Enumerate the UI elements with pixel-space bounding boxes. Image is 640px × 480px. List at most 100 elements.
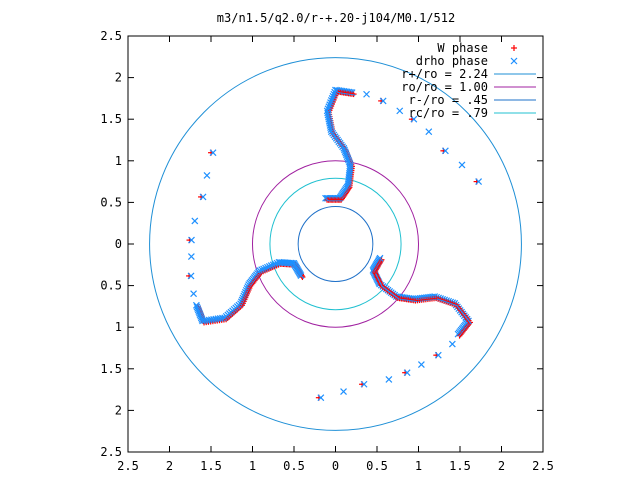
drho-phase-point-b — [343, 153, 351, 161]
drho-phase-point-b — [425, 128, 433, 136]
drho-phase-point-b — [203, 316, 211, 324]
drho-phase-point — [328, 94, 336, 102]
drho-phase-point-b — [212, 315, 220, 323]
drho-phase-point — [360, 380, 368, 388]
drho-phase-point-b — [331, 88, 339, 96]
drho-phase-point-b — [197, 312, 205, 320]
drho-phase-point-b — [325, 103, 333, 111]
drho-phase-point-b — [326, 101, 334, 109]
drho-phase-point-b — [197, 314, 205, 322]
legend-label-4: r-/ro = .45 — [409, 93, 488, 107]
x-tick-label: 1.5 — [449, 459, 471, 473]
drho-phase-point-b — [345, 156, 352, 164]
drho-phase-point — [425, 128, 433, 136]
drho-phase-point — [340, 388, 347, 396]
drho-phase-point-b — [262, 264, 269, 272]
drho-phase-point — [203, 172, 211, 179]
drho-phase-point — [448, 340, 456, 348]
drho-phase-point — [260, 265, 268, 273]
y-tick-label: 0.5 — [100, 195, 122, 209]
drho-phase-point — [265, 263, 273, 270]
drho-phase-point-b — [297, 272, 305, 279]
drho-phase-point-b — [287, 259, 295, 267]
legend-label-2: r+/ro = 2.24 — [401, 67, 488, 81]
drho-phase-point-b — [379, 97, 387, 105]
drho-phase-point — [376, 254, 384, 262]
drho-phase-point — [317, 394, 325, 402]
drho-phase-point-b — [192, 301, 200, 309]
drho-phase-point-b — [190, 290, 198, 298]
drho-phase-point-b — [258, 266, 266, 274]
drho-phase-point — [188, 236, 195, 244]
drho-phase-point-b — [187, 272, 195, 280]
drho-phase-point-b — [327, 99, 334, 106]
drho-phase-point-b — [332, 86, 339, 94]
drho-phase-point-b — [199, 317, 206, 325]
x-tick-label: 2 — [498, 459, 505, 473]
drho-phase-point-b — [205, 316, 213, 324]
drho-phase-point-b — [203, 172, 211, 179]
drho-phase-point-b — [191, 217, 199, 225]
y-tick-label: 1.5 — [100, 362, 122, 376]
drho-phase-point — [475, 178, 483, 186]
legend-label-0: W phase — [437, 41, 488, 55]
drho-phase-point — [264, 263, 271, 271]
x-tick-label: 1 — [415, 459, 422, 473]
drho-phase-point — [330, 90, 338, 98]
x-tick-label: 1.5 — [200, 459, 222, 473]
drho-phase-point-b — [343, 151, 350, 159]
drho-phase-point-b — [344, 154, 352, 162]
x-tick-label: 2 — [166, 459, 173, 473]
drho-phase-point-b — [195, 308, 203, 315]
y-tick-label: 1 — [115, 320, 122, 334]
drho-phase-point — [329, 92, 337, 100]
drho-phase-point-b — [256, 267, 264, 274]
drho-phase-point — [327, 97, 335, 104]
drho-phase-point-b — [328, 94, 336, 102]
drho-phase-point — [417, 361, 425, 369]
drho-phase-point-b — [475, 178, 483, 186]
drho-phase-point — [258, 266, 266, 274]
y-tick-label: 0.5 — [100, 279, 122, 293]
drho-phase-point-b — [209, 149, 217, 157]
drho-phase-point-b — [210, 315, 218, 323]
y-tick-label: 1.5 — [100, 112, 122, 126]
drho-phase-point — [269, 261, 277, 269]
drho-phase-point-b — [214, 315, 222, 323]
drho-phase-point — [267, 262, 275, 270]
y-tick-label: 2 — [115, 71, 122, 85]
drho-phase-point-b — [434, 351, 442, 359]
reference-circles — [149, 57, 522, 431]
drho-phase-point-b — [341, 148, 349, 156]
legend-label-5: rc/ro = .79 — [409, 106, 488, 120]
reference-circle-2 — [297, 206, 374, 282]
x-tick-label: 0 — [332, 459, 339, 473]
drho-phase-point — [325, 103, 333, 111]
drho-phase-point — [190, 290, 198, 298]
drho-phase-point-b — [260, 265, 268, 273]
y-tick-label: 2.5 — [100, 445, 122, 459]
legend-marker-drho-phase — [510, 57, 518, 65]
y-tick-label: 2.5 — [100, 29, 122, 43]
drho-phase-point — [219, 314, 226, 322]
drho-phase-point — [434, 351, 442, 359]
drho-phase-point-b — [360, 380, 368, 388]
drho-phase-point-b — [385, 375, 393, 383]
x-tick-label: 0.5 — [283, 459, 305, 473]
drho-phase-point-b — [193, 303, 201, 311]
y-tick-label: 0 — [115, 237, 122, 251]
drho-phase-point-b — [330, 90, 338, 98]
drho-phase-point-b — [340, 144, 348, 152]
drho-phase-point-b — [342, 149, 350, 157]
data-points — [186, 45, 518, 402]
drho-phase-point-b — [188, 236, 195, 244]
drho-phase-point — [187, 253, 195, 260]
drho-phase-point-b — [396, 107, 404, 115]
chart-title: m3/n1.5/q2.0/r-+.20-j104/M0.1/512 — [217, 11, 455, 25]
drho-phase-point — [297, 272, 305, 279]
legend-label-3: ro/ro = 1.00 — [401, 80, 488, 94]
drho-phase-point-b — [341, 146, 348, 154]
drho-phase-point-b — [194, 306, 202, 314]
